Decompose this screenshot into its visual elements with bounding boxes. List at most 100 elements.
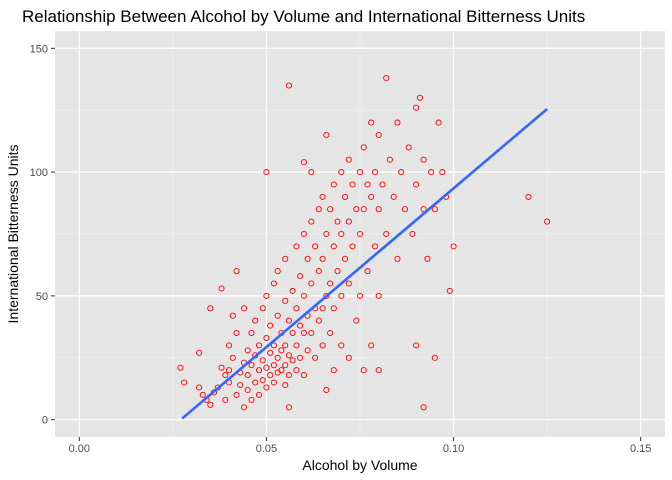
data-point <box>263 364 270 371</box>
data-point <box>255 342 263 349</box>
data-point <box>278 367 285 374</box>
x-tick-label: 0.00 <box>69 443 90 455</box>
data-point <box>315 206 322 213</box>
data-point <box>300 159 307 166</box>
data-point <box>330 367 337 374</box>
data-point <box>300 329 307 337</box>
data-point <box>244 347 251 354</box>
data-point <box>196 384 203 391</box>
data-point <box>435 119 442 126</box>
data-point <box>248 396 255 403</box>
data-point <box>312 354 319 361</box>
data-point <box>285 372 292 379</box>
data-point <box>244 372 251 379</box>
data-point <box>267 372 274 379</box>
data-point <box>196 349 203 356</box>
x-axis-title: Alcohol by Volume <box>302 457 417 473</box>
data-point <box>274 268 281 275</box>
y-tick-label: 100 <box>30 167 48 179</box>
data-point <box>368 193 375 200</box>
data-point <box>244 386 251 394</box>
trend-line <box>181 107 548 420</box>
data-point <box>225 342 233 349</box>
data-point <box>375 131 382 139</box>
data-point <box>252 379 259 386</box>
data-point <box>315 268 322 275</box>
data-point <box>270 379 277 386</box>
data-point <box>431 206 438 213</box>
data-point <box>181 379 188 386</box>
data-point <box>222 372 229 379</box>
data-point <box>420 156 427 163</box>
data-point <box>248 362 255 369</box>
data-point <box>285 82 292 89</box>
x-tick-label: 0.05 <box>256 443 277 455</box>
data-point <box>364 268 371 275</box>
data-point <box>341 193 349 200</box>
data-point <box>330 181 337 188</box>
data-point <box>323 292 330 299</box>
data-point <box>341 255 349 262</box>
data-point <box>371 243 379 250</box>
data-point <box>323 131 330 139</box>
data-point <box>338 342 345 349</box>
data-point <box>297 273 304 280</box>
data-point <box>544 218 551 225</box>
data-point <box>375 367 382 374</box>
data-point <box>308 280 315 287</box>
data-point <box>229 354 236 361</box>
data-point <box>371 169 379 176</box>
data-point <box>300 230 307 238</box>
minor-gridlines <box>55 31 665 437</box>
data-point <box>413 181 420 188</box>
data-point <box>420 404 427 411</box>
data-point <box>398 169 405 176</box>
data-point <box>289 287 296 294</box>
y-tick-label: 0 <box>42 415 48 427</box>
data-point <box>293 342 300 349</box>
data-point <box>282 362 289 369</box>
data-point <box>315 317 322 324</box>
x-axis-ticks: 0.00 0.05 0.10 0.15 <box>69 437 651 455</box>
data-point <box>323 386 330 394</box>
data-point <box>289 329 296 337</box>
data-point <box>338 292 345 299</box>
data-point <box>259 357 266 364</box>
data-point <box>349 181 356 188</box>
data-point <box>319 255 326 262</box>
y-tick-label: 150 <box>30 43 48 55</box>
data-point <box>375 292 382 299</box>
data-point <box>308 218 315 225</box>
data-point <box>293 367 300 374</box>
data-point <box>413 342 420 349</box>
data-point <box>285 317 292 324</box>
data-point <box>308 329 315 337</box>
data-point <box>278 347 285 354</box>
data-point <box>177 364 184 371</box>
data-point <box>327 280 334 287</box>
data-point <box>282 381 289 389</box>
x-tick-label: 0.10 <box>443 443 464 455</box>
data-point <box>334 268 341 275</box>
data-point <box>356 169 364 176</box>
data-point <box>345 218 352 225</box>
data-point <box>338 230 345 238</box>
data-point <box>263 384 270 391</box>
trend-line-group <box>181 107 548 420</box>
data-point <box>420 206 427 213</box>
data-point <box>300 292 307 299</box>
data-point <box>207 401 214 408</box>
data-point <box>225 367 233 374</box>
data-point <box>416 94 423 101</box>
data-point <box>360 206 367 213</box>
data-point <box>439 169 446 176</box>
data-point <box>330 243 337 250</box>
data-point <box>345 156 352 163</box>
data-point <box>327 329 334 337</box>
data-point <box>446 287 453 294</box>
data-point <box>282 297 289 304</box>
data-point <box>248 329 255 337</box>
data-point <box>259 305 266 312</box>
data-point <box>293 305 300 312</box>
x-tick-label: 0.15 <box>630 443 651 455</box>
